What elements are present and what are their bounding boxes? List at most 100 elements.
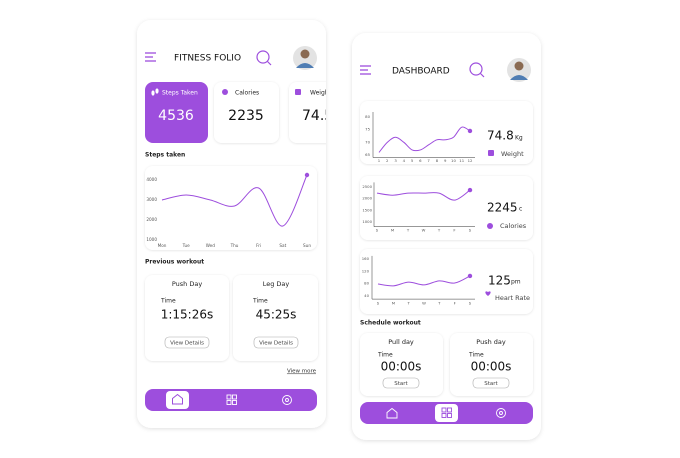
y-tick-label: 1500 xyxy=(362,207,372,212)
y-tick-label: 3000 xyxy=(146,197,157,202)
x-tick-label: Sun xyxy=(303,243,311,248)
nav-target[interactable] xyxy=(496,408,506,418)
metric-unit: pm xyxy=(511,279,521,286)
line-series xyxy=(161,174,308,227)
view-more-link[interactable]: View more xyxy=(287,369,317,375)
view-details-button[interactable] xyxy=(164,336,210,349)
nav-home-active[interactable] xyxy=(166,391,189,409)
end-point xyxy=(467,187,473,193)
end-point xyxy=(304,172,310,178)
button-label[interactable]: View Details xyxy=(259,341,293,347)
workout-name: Pull day xyxy=(388,338,414,346)
end-point xyxy=(467,273,473,279)
metric-value: 125 xyxy=(488,274,511,288)
x-tick-label: S xyxy=(377,301,380,306)
stat-label: Calories xyxy=(235,90,259,97)
steps-icon xyxy=(151,88,159,96)
stat-label: Weight xyxy=(310,90,332,97)
y-tick-label: 2000 xyxy=(146,217,157,222)
line-series xyxy=(377,275,471,287)
start-button[interactable] xyxy=(382,377,420,389)
metric-value: 74.8 xyxy=(487,129,514,143)
button-label[interactable]: View Details xyxy=(170,341,204,347)
y-tick-label: 120 xyxy=(362,268,370,273)
x-tick-label: F xyxy=(453,228,455,233)
x-tick-label: S xyxy=(376,228,379,233)
heart-icon xyxy=(485,291,491,296)
x-tick-label: M xyxy=(392,301,395,306)
stat-value: 4536 xyxy=(158,108,194,124)
section-title: Previous workout xyxy=(145,259,204,266)
workout-name: Leg Day xyxy=(263,280,290,288)
x-tick-label: F xyxy=(454,301,456,306)
x-tick-label: M xyxy=(391,228,394,233)
time-label: Time xyxy=(377,352,393,359)
nav-home[interactable] xyxy=(386,407,398,419)
x-tick-label: T xyxy=(406,228,410,233)
y-tick-label: 80 xyxy=(365,114,370,119)
app-title: DASHBOARD xyxy=(392,67,450,77)
avatar[interactable] xyxy=(293,46,317,70)
y-tick-label: 4000 xyxy=(146,177,157,182)
line-series xyxy=(378,126,471,153)
x-tick-label: 9 xyxy=(444,158,447,163)
y-tick-label: 2000 xyxy=(362,196,372,201)
metric-label: Calories xyxy=(500,222,527,230)
button-label[interactable]: Start xyxy=(394,381,408,387)
y-tick-label: 160 xyxy=(362,256,370,261)
stat-card[interactable] xyxy=(214,82,279,143)
end-point xyxy=(467,128,473,134)
nav-target[interactable] xyxy=(282,395,292,405)
x-tick-label: W xyxy=(422,228,426,233)
workout-time: 00:00s xyxy=(381,360,422,374)
menu-icon[interactable] xyxy=(145,52,156,62)
y-tick-label: 1000 xyxy=(362,219,372,224)
x-tick-label: T xyxy=(437,228,441,233)
y-tick-label: 65 xyxy=(365,152,370,157)
section-title: Schedule workout xyxy=(360,320,421,327)
stat-value: 2235 xyxy=(228,108,264,124)
stat-card[interactable] xyxy=(289,82,354,143)
app-title: FITNESS FOLIO xyxy=(174,54,241,64)
y-tick-label: 70 xyxy=(365,139,370,144)
search-icon[interactable] xyxy=(469,62,485,78)
x-tick-label: 2 xyxy=(386,158,389,163)
x-tick-label: Sat xyxy=(279,243,286,248)
workout-time: 00:00s xyxy=(471,360,512,374)
stat-label: Steps Taken xyxy=(162,90,198,97)
x-tick-label: T xyxy=(437,301,441,306)
x-tick-label: 11 xyxy=(459,158,464,163)
calories-icon xyxy=(487,223,493,229)
metric-unit: Kg xyxy=(515,135,523,142)
stat-value: 74.5 xyxy=(302,108,333,124)
y-tick-label: 75 xyxy=(365,127,370,132)
view-details-button[interactable] xyxy=(253,336,299,349)
x-tick-label: Fri xyxy=(256,243,261,248)
workout-time: 45:25s xyxy=(256,308,297,322)
x-tick-label: Mon xyxy=(158,243,167,248)
x-tick-label: 5 xyxy=(411,158,414,163)
schedule-card[interactable] xyxy=(360,333,443,396)
avatar[interactable] xyxy=(507,58,531,82)
y-tick-label: 2500 xyxy=(362,184,372,189)
x-tick-label: Thu xyxy=(230,243,239,248)
stat-card-active[interactable] xyxy=(145,82,208,143)
menu-icon[interactable] xyxy=(360,65,371,75)
x-tick-label: S xyxy=(469,301,472,306)
nav-grid-active[interactable] xyxy=(435,404,458,422)
x-tick-label: W xyxy=(422,301,426,306)
search-icon[interactable] xyxy=(256,50,272,66)
schedule-card[interactable] xyxy=(450,333,533,396)
time-label: Time xyxy=(252,298,268,305)
weight-icon xyxy=(488,150,494,156)
x-tick-label: 7 xyxy=(427,158,430,163)
x-tick-label: S xyxy=(469,228,472,233)
nav-grid[interactable] xyxy=(226,394,237,405)
button-label[interactable]: Start xyxy=(484,381,498,387)
x-tick-label: 1 xyxy=(378,158,381,163)
start-button[interactable] xyxy=(472,377,510,389)
calories-icon xyxy=(222,89,228,95)
x-tick-label: 10 xyxy=(451,158,456,163)
